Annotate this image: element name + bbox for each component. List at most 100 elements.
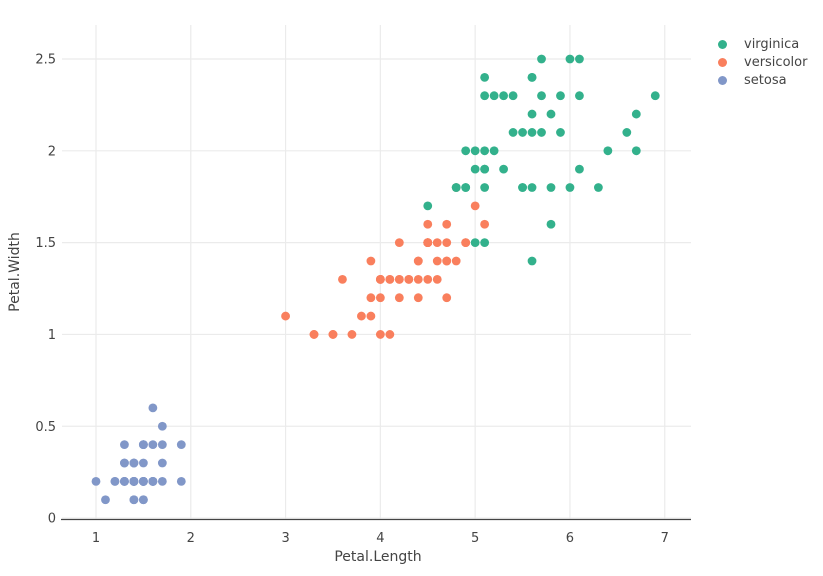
data-point-virginica[interactable] (480, 183, 490, 192)
data-point-versicolor[interactable] (385, 330, 395, 339)
data-point-versicolor[interactable] (423, 274, 433, 284)
data-point-versicolor[interactable] (451, 256, 461, 266)
data-point-versicolor[interactable] (394, 293, 404, 303)
data-point-virginica[interactable] (622, 128, 632, 137)
data-point-virginica[interactable] (537, 91, 546, 101)
data-point-setosa[interactable] (157, 440, 167, 450)
data-point-setosa[interactable] (101, 495, 110, 505)
data-point-setosa[interactable] (138, 495, 148, 505)
data-point-setosa[interactable] (157, 421, 167, 431)
data-point-versicolor[interactable] (413, 256, 423, 266)
data-point-setosa[interactable] (138, 440, 148, 450)
data-point-virginica[interactable] (527, 109, 537, 119)
data-point-setosa[interactable] (91, 476, 101, 486)
data-point-setosa[interactable] (120, 440, 129, 450)
data-point-setosa[interactable] (176, 440, 186, 450)
data-point-virginica[interactable] (480, 146, 490, 156)
data-point-virginica[interactable] (527, 183, 537, 192)
data-point-setosa[interactable] (157, 458, 167, 468)
data-point-virginica[interactable] (546, 183, 556, 192)
data-point-versicolor[interactable] (413, 274, 423, 284)
data-point-versicolor[interactable] (338, 274, 347, 284)
data-point-setosa[interactable] (148, 476, 158, 486)
data-point-versicolor[interactable] (309, 330, 319, 339)
data-point-versicolor[interactable] (423, 219, 433, 229)
data-point-versicolor[interactable] (480, 219, 490, 229)
data-point-versicolor[interactable] (442, 238, 452, 248)
legend-item-versicolor[interactable]: versicolor (713, 53, 807, 71)
data-point-versicolor[interactable] (404, 274, 414, 284)
data-point-versicolor[interactable] (461, 238, 471, 248)
data-point-virginica[interactable] (470, 238, 480, 248)
data-point-versicolor[interactable] (442, 219, 452, 229)
data-point-virginica[interactable] (603, 146, 613, 156)
data-point-versicolor[interactable] (442, 256, 452, 266)
data-point-virginica[interactable] (565, 183, 575, 192)
data-point-virginica[interactable] (527, 256, 537, 266)
data-point-versicolor[interactable] (375, 274, 385, 284)
data-point-virginica[interactable] (631, 109, 641, 119)
data-point-versicolor[interactable] (366, 293, 376, 303)
data-point-virginica[interactable] (480, 164, 490, 174)
data-point-virginica[interactable] (527, 72, 537, 82)
data-point-virginica[interactable] (480, 72, 490, 82)
data-point-virginica[interactable] (451, 183, 461, 192)
data-point-virginica[interactable] (470, 164, 480, 174)
data-point-virginica[interactable] (499, 91, 508, 101)
data-point-versicolor[interactable] (413, 293, 423, 303)
data-point-virginica[interactable] (575, 54, 584, 64)
data-point-virginica[interactable] (650, 91, 660, 101)
data-point-virginica[interactable] (480, 238, 490, 248)
data-point-virginica[interactable] (546, 109, 556, 119)
data-point-setosa[interactable] (138, 476, 148, 486)
data-point-virginica[interactable] (480, 91, 490, 101)
data-point-versicolor[interactable] (432, 238, 442, 248)
data-point-virginica[interactable] (489, 146, 499, 156)
legend-item-virginica[interactable]: virginica (713, 35, 807, 53)
data-point-versicolor[interactable] (470, 201, 480, 211)
data-point-setosa[interactable] (157, 476, 167, 486)
data-point-setosa[interactable] (176, 476, 186, 486)
data-point-virginica[interactable] (537, 54, 546, 64)
data-point-versicolor[interactable] (366, 311, 376, 321)
data-point-versicolor[interactable] (357, 311, 366, 321)
data-point-virginica[interactable] (499, 164, 508, 174)
data-point-setosa[interactable] (148, 440, 158, 450)
data-point-virginica[interactable] (461, 183, 471, 192)
data-point-versicolor[interactable] (281, 311, 290, 321)
data-point-setosa[interactable] (129, 458, 139, 468)
data-point-virginica[interactable] (527, 128, 537, 137)
data-point-virginica[interactable] (565, 54, 575, 64)
data-point-setosa[interactable] (120, 476, 129, 486)
data-point-virginica[interactable] (508, 128, 518, 137)
data-point-versicolor[interactable] (442, 293, 452, 303)
data-point-versicolor[interactable] (394, 238, 404, 248)
data-point-virginica[interactable] (423, 201, 433, 211)
data-point-virginica[interactable] (518, 128, 527, 137)
data-point-versicolor[interactable] (432, 256, 442, 266)
data-point-virginica[interactable] (537, 128, 546, 137)
data-point-setosa[interactable] (110, 476, 120, 486)
data-point-virginica[interactable] (508, 91, 518, 101)
data-point-setosa[interactable] (148, 403, 158, 413)
data-point-versicolor[interactable] (328, 330, 338, 339)
data-point-versicolor[interactable] (432, 274, 442, 284)
legend-item-setosa[interactable]: setosa (713, 71, 807, 89)
data-point-versicolor[interactable] (423, 238, 433, 248)
data-point-versicolor[interactable] (375, 330, 385, 339)
data-point-virginica[interactable] (489, 91, 499, 101)
data-point-virginica[interactable] (575, 91, 584, 101)
data-point-setosa[interactable] (120, 458, 129, 468)
data-point-versicolor[interactable] (375, 293, 385, 303)
data-point-virginica[interactable] (593, 183, 603, 192)
data-point-versicolor[interactable] (385, 274, 395, 284)
data-point-virginica[interactable] (518, 183, 527, 192)
data-point-virginica[interactable] (556, 128, 565, 137)
data-point-setosa[interactable] (129, 495, 139, 505)
data-point-virginica[interactable] (631, 146, 641, 156)
data-point-versicolor[interactable] (347, 330, 357, 339)
data-point-virginica[interactable] (556, 91, 565, 101)
data-point-virginica[interactable] (461, 146, 471, 156)
data-point-versicolor[interactable] (366, 256, 376, 266)
